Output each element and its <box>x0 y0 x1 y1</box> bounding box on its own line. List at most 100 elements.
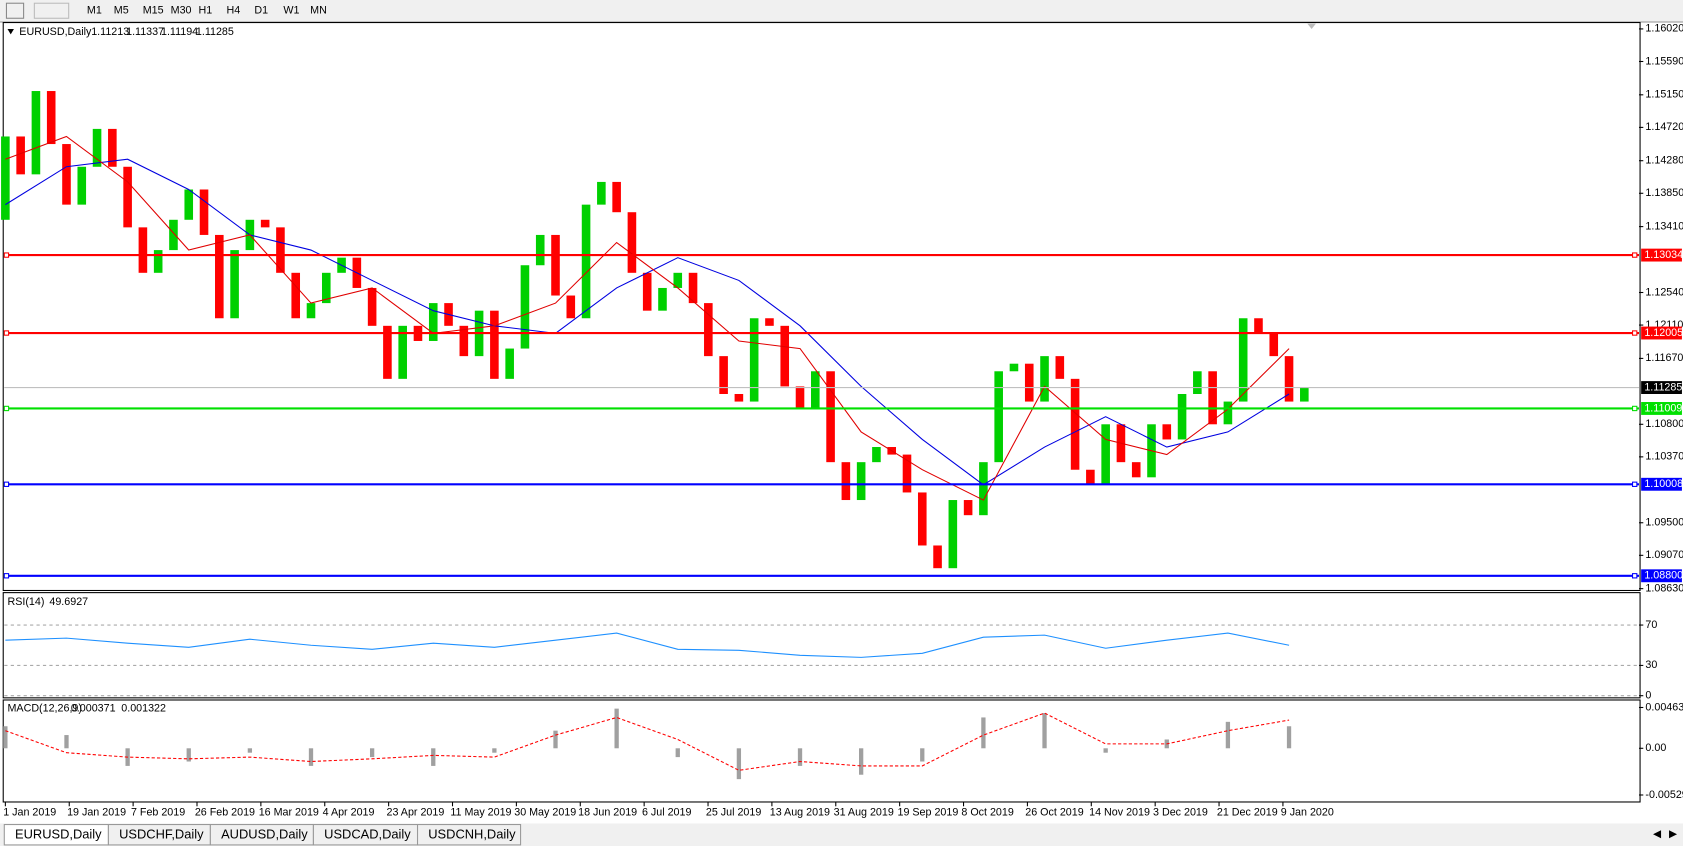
x-tick-label: 6 Jul 2019 <box>642 807 691 819</box>
timeframe-button[interactable] <box>251 2 275 20</box>
candle <box>963 500 973 516</box>
ohlc-value: 1.11194 <box>161 26 198 38</box>
x-tick-label: 1 Jan 2019 <box>3 807 56 819</box>
level-box <box>1641 248 1682 262</box>
tab-label[interactable]: AUDUSD,Daily <box>221 827 308 842</box>
timeframe-label[interactable]: M30 <box>171 5 192 17</box>
candle <box>612 181 621 213</box>
candle <box>1009 363 1019 372</box>
candle <box>642 272 652 311</box>
level-box <box>1641 569 1682 583</box>
x-tick-label: 19 Sep 2019 <box>898 807 959 819</box>
timeframe-label[interactable]: H1 <box>199 5 213 17</box>
level-label: 1.08800 <box>1644 570 1683 582</box>
y-tick-label: 1.08630 <box>1645 582 1683 594</box>
candle <box>520 265 530 349</box>
candle <box>428 303 438 341</box>
rsi-line <box>5 632 1290 658</box>
candle <box>1131 462 1141 478</box>
macd-bar <box>920 748 925 762</box>
level-handle <box>1632 573 1638 579</box>
tab-label[interactable]: EURUSD,Daily <box>15 827 102 842</box>
candle <box>749 318 759 402</box>
candle <box>77 166 87 205</box>
candle <box>138 227 148 273</box>
indicator-title: RSI(14) <box>8 596 45 608</box>
menu-arrow[interactable] <box>7 28 14 35</box>
scroll-right[interactable]: ▶ <box>1669 828 1678 840</box>
candle <box>260 219 270 228</box>
y-tick-label: 1.13410 <box>1645 220 1683 232</box>
y-tick-label: 1.16020 <box>1645 23 1683 35</box>
text-tool-icon[interactable] <box>5 2 25 19</box>
y-tick-label: 30 <box>1645 659 1657 671</box>
candle <box>1162 424 1172 440</box>
objects-icon[interactable] <box>33 2 70 19</box>
y-tick-label: 70 <box>1645 619 1657 631</box>
timeframe-label[interactable]: MN <box>310 5 327 17</box>
tab-label[interactable]: USDCNH,Daily <box>428 827 516 842</box>
ohlc-value: 1.11337 <box>126 26 164 38</box>
x-tick-label: 30 May 2019 <box>514 807 576 819</box>
candle <box>948 500 958 569</box>
candle <box>16 136 25 175</box>
candle <box>1 136 10 220</box>
timeframe-button[interactable] <box>139 2 170 20</box>
level-handle <box>3 330 10 336</box>
candle <box>153 250 163 273</box>
macd-bar <box>1225 721 1231 749</box>
candle <box>917 492 927 546</box>
timeframe-label[interactable]: D1 <box>254 5 268 17</box>
macd-bar <box>431 748 436 766</box>
candle <box>62 144 71 205</box>
x-tick-label: 19 Jan 2019 <box>67 807 126 819</box>
level-handle <box>1632 405 1638 412</box>
tab-label[interactable]: USDCHF,Daily <box>119 827 204 842</box>
y-tick-label: 1.15590 <box>1645 55 1683 67</box>
candle <box>1269 333 1279 357</box>
indicator-value: 49.6927 <box>49 596 88 608</box>
candle <box>46 91 56 145</box>
candle <box>1284 356 1294 402</box>
macd-bar <box>553 730 558 749</box>
candle <box>1024 363 1034 402</box>
timeframe-button[interactable] <box>306 2 331 20</box>
x-tick-label: 13 Aug 2019 <box>770 807 830 819</box>
y-tick-label: 1.13850 <box>1645 187 1683 199</box>
timeframe-button[interactable] <box>167 2 198 20</box>
candle <box>123 166 132 228</box>
candle <box>841 462 851 501</box>
timeframe-label[interactable]: H4 <box>226 5 240 17</box>
timeframe-label[interactable]: M1 <box>87 5 102 17</box>
candle <box>1223 401 1233 425</box>
timeframe-label[interactable]: M15 <box>143 5 164 17</box>
candle <box>734 393 744 402</box>
ohlc-value: 1.11213 <box>91 26 129 38</box>
scroll-left[interactable]: ◀ <box>1653 828 1662 840</box>
candle <box>291 272 301 319</box>
moving-average <box>5 158 1290 486</box>
timeframe-button[interactable] <box>83 2 108 20</box>
tab[interactable] <box>416 823 522 846</box>
timeframe-button[interactable] <box>223 2 247 20</box>
last-price-box <box>1641 381 1682 394</box>
candle <box>169 219 178 251</box>
candle <box>92 128 102 167</box>
candle <box>994 371 1003 463</box>
timeframe-button[interactable] <box>110 2 135 20</box>
level-label: 1.10008 <box>1644 478 1683 490</box>
level-handle <box>3 573 10 579</box>
candle <box>535 234 545 266</box>
timeframe-label[interactable]: M5 <box>114 5 129 17</box>
x-tick-label: 26 Oct 2019 <box>1025 807 1083 819</box>
candle <box>765 318 774 326</box>
timeframe-button[interactable] <box>195 2 219 20</box>
macd-bar <box>492 748 497 753</box>
indicator-value: 0.001322 <box>121 702 166 714</box>
candle <box>1070 378 1080 470</box>
toolbar <box>0 0 1683 22</box>
timeframe-button[interactable] <box>280 2 304 20</box>
timeframe-label[interactable]: W1 <box>283 5 299 17</box>
tab-label[interactable]: USDCAD,Daily <box>324 827 411 842</box>
candle <box>566 295 576 319</box>
